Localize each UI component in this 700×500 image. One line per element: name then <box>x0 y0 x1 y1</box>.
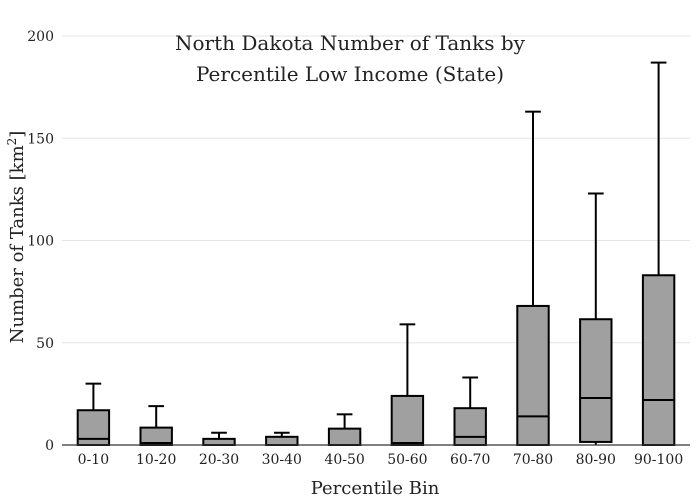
y-axis-unit-close: ] <box>7 131 28 138</box>
x-tick-label: 40-50 <box>324 452 364 468</box>
box-90-100 <box>641 61 676 447</box>
iqr-box <box>265 435 299 447</box>
iqr-box <box>579 318 613 443</box>
box-plot-series <box>76 61 676 447</box>
y-tick-labels: 0 50 100 150 200 <box>27 29 54 454</box>
y-axis-unit-superscript: 2 <box>5 138 19 146</box>
x-tick-label: 90-100 <box>634 452 683 468</box>
iqr-box <box>516 304 550 446</box>
box-80-90 <box>579 192 613 445</box>
box-40-50 <box>327 413 362 447</box>
y-axis-unit: [km <box>7 145 28 180</box>
y-tick-label: 100 <box>27 234 54 250</box>
x-tick-labels: 0-10 10-20 20-30 30-40 40-50 50-60 60-70 70-80 8… <box>78 452 684 468</box>
iqr-box <box>453 407 487 447</box>
chart-title-line-2: Percentile Low Income (State) <box>196 62 504 86</box>
x-tick-label: 20-30 <box>199 452 239 468</box>
box-60-70 <box>453 376 487 447</box>
x-tick-label: 60-70 <box>450 452 490 468</box>
iqr-box <box>327 427 362 447</box>
y-tick-label: 50 <box>36 336 54 352</box>
y-axis-title-text: Number of Tanks <box>7 186 28 343</box>
x-tick-label: 70-80 <box>513 452 553 468</box>
box-30-40 <box>265 431 299 447</box>
iqr-box <box>390 394 425 447</box>
x-tick-label: 0-10 <box>78 452 109 468</box>
box-70-80 <box>516 110 550 446</box>
y-axis-title: Number of Tanks [km2] <box>5 131 28 344</box>
box-10-20 <box>139 405 173 446</box>
iqr-box <box>641 274 676 447</box>
box-50-60 <box>390 323 425 447</box>
y-tick-label: 200 <box>27 29 54 45</box>
box-0-10 <box>76 382 111 446</box>
chart-title-line-1: North Dakota Number of Tanks by <box>175 31 526 55</box>
y-tick-label: 0 <box>45 438 54 454</box>
x-tick-label: 10-20 <box>136 452 176 468</box>
box-20-30 <box>202 431 236 446</box>
x-tick-label: 30-40 <box>262 452 302 468</box>
x-axis-title: Percentile Bin <box>311 478 440 499</box>
x-tick-label: 80-90 <box>576 452 616 468</box>
y-tick-label: 150 <box>27 131 54 147</box>
x-tick-label: 50-60 <box>387 452 427 468</box>
